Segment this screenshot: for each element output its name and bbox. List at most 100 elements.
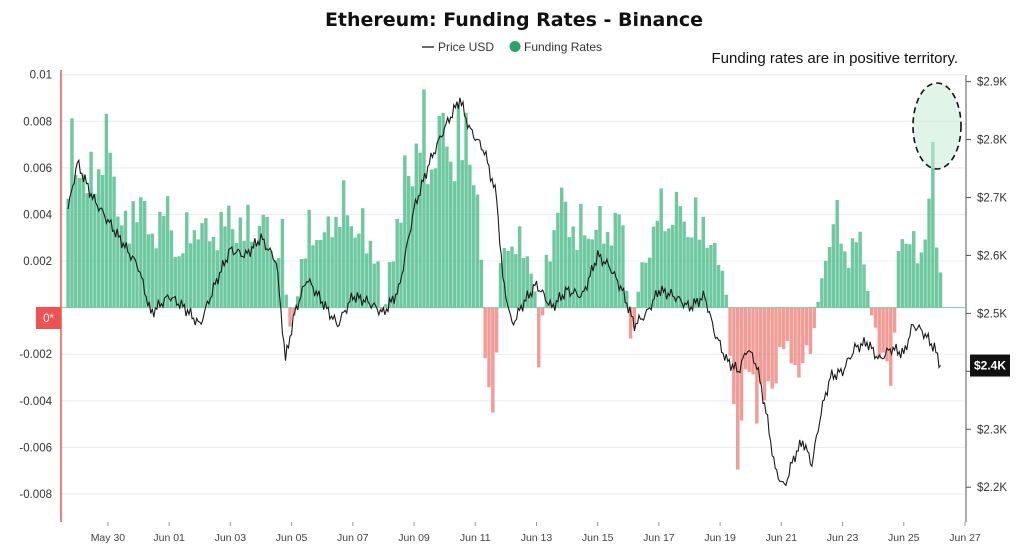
funding-bar — [494, 307, 499, 353]
funding-bar — [667, 228, 671, 308]
funding-bar — [288, 307, 292, 327]
funding-bar — [433, 168, 438, 308]
funding-bar — [705, 247, 709, 308]
funding-bar — [185, 212, 189, 308]
funding-bar — [877, 307, 882, 359]
funding-bar — [831, 224, 836, 308]
funding-bar — [364, 253, 369, 308]
funding-bar — [303, 258, 308, 308]
funding-bar — [81, 174, 86, 308]
left-tick-label-4: 0.002 — [23, 256, 52, 268]
right-axis: $2.9K $2.8K $2.7K $2.6K $2.5K $2.4K $2.3K $2.2K — [966, 77, 1007, 494]
funding-bar — [632, 307, 637, 328]
left-tick-label-1: 0.008 — [23, 116, 52, 128]
funding-bar — [361, 208, 365, 308]
funding-bar — [575, 249, 579, 308]
legend: Price USD Funding Rates — [422, 40, 602, 54]
funding-bar — [154, 248, 158, 308]
funding-bar — [644, 262, 648, 308]
funding-bar — [713, 242, 717, 308]
funding-bar — [207, 241, 212, 308]
funding-bar — [559, 187, 564, 308]
funding-bar — [349, 226, 353, 308]
funding-bar — [93, 193, 97, 308]
funding-bar — [912, 231, 916, 308]
funding-bar — [617, 214, 621, 308]
funding-bar — [192, 230, 197, 308]
funding-bar — [85, 193, 89, 308]
funding-bar — [100, 174, 105, 308]
funding-bar — [456, 104, 461, 308]
funding-bar — [533, 291, 537, 308]
funding-bar — [835, 200, 839, 308]
funding-bar — [338, 226, 342, 308]
funding-bar — [127, 243, 132, 308]
funding-bar — [246, 204, 250, 308]
funding-bar — [846, 267, 851, 308]
funding-bar — [341, 180, 346, 308]
funding-bar — [931, 141, 935, 308]
funding-bar — [609, 245, 614, 308]
current-price-badge-label: $2.4K — [974, 359, 1006, 373]
funding-bar — [525, 256, 529, 308]
funding-bar — [686, 237, 690, 308]
funding-bar — [881, 307, 885, 353]
funding-bar — [330, 237, 334, 308]
funding-bar — [253, 243, 258, 308]
funding-bar — [873, 307, 878, 328]
funding-bar — [487, 307, 491, 388]
funding-bar — [238, 217, 243, 308]
funding-bar — [139, 197, 143, 308]
funding-bar — [659, 188, 663, 308]
funding-bar — [491, 307, 495, 413]
price-line — [67, 97, 941, 487]
funding-bar — [97, 169, 101, 308]
x-tick-label-13: Jun 25 — [888, 532, 920, 544]
right-tick-label-7: $2.2K — [977, 482, 1007, 494]
funding-bar — [709, 245, 713, 308]
funding-bar — [445, 146, 449, 308]
funding-bar — [854, 242, 859, 308]
left-axis: 0.01 0.008 0.006 0.004 0.002 -0.002 -0.004 -0.0… — [19, 70, 52, 501]
funding-bar — [904, 243, 908, 308]
funding-bar — [372, 263, 376, 308]
funding-bar — [227, 205, 231, 308]
funding-bar — [441, 112, 445, 308]
funding-bar — [479, 259, 484, 308]
funding-bar — [628, 307, 633, 339]
funding-bar — [204, 218, 208, 308]
funding-bar — [670, 224, 675, 308]
zero-marker-label: 0* — [43, 313, 54, 325]
funding-bar — [449, 161, 453, 308]
funding-bar — [414, 143, 419, 308]
funding-bar — [682, 221, 686, 308]
funding-bar — [322, 232, 327, 308]
right-tick-label-3: $2.6K — [977, 250, 1007, 262]
funding-bar — [74, 174, 78, 308]
funding-bar — [743, 307, 748, 370]
funding-bar — [824, 260, 828, 308]
funding-bar — [376, 261, 380, 308]
x-tick-label-12: Jun 23 — [827, 532, 859, 544]
legend-funding-label: Funding Rates — [524, 40, 602, 54]
current-price-badge: $2.4K — [970, 354, 1010, 377]
funding-bar — [640, 262, 644, 308]
funding-bar — [625, 290, 629, 308]
funding-bar — [242, 240, 246, 308]
funding-bar — [797, 307, 801, 378]
funding-bar — [690, 237, 694, 308]
x-tick-label-10: Jun 19 — [704, 532, 736, 544]
funding-bar — [563, 201, 568, 308]
funding-bar — [839, 243, 843, 308]
funding-bar — [257, 225, 262, 308]
funding-bar — [380, 307, 384, 311]
funding-bar — [426, 184, 430, 308]
funding-bar — [502, 248, 507, 308]
funding-bar — [345, 215, 350, 308]
funding-bar — [295, 296, 300, 308]
x-tick-label-4: Jun 07 — [337, 532, 369, 544]
funding-bar — [762, 307, 767, 401]
funding-bar — [674, 191, 679, 308]
funding-bar — [292, 307, 296, 316]
